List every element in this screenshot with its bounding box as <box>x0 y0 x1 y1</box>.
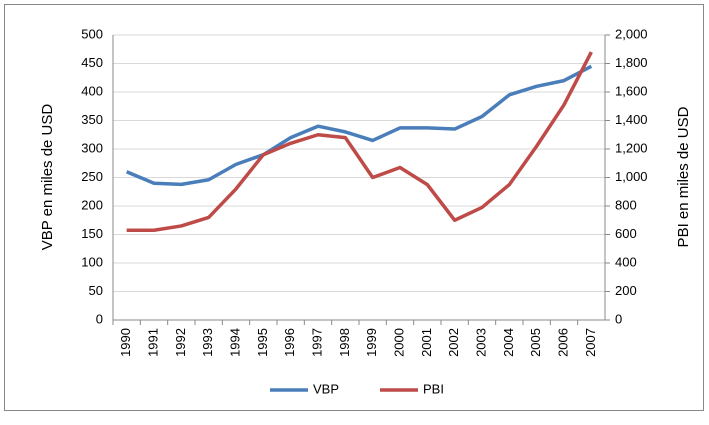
x-tick-label: 2000 <box>391 328 406 357</box>
y-tick-label: 400 <box>81 83 103 98</box>
y-axis-label: VBP en miles de USD <box>39 104 56 251</box>
x-tick-label: 1990 <box>118 328 133 357</box>
y2-tick-label: 1,200 <box>615 140 648 155</box>
x-tick-label: 1992 <box>173 328 188 357</box>
legend-label: VBP <box>313 381 339 396</box>
series-line <box>126 51 593 232</box>
x-tick-label: 2004 <box>501 328 516 357</box>
chart-border <box>4 4 704 411</box>
y-tick-label: 50 <box>89 283 103 298</box>
y2-tick-label: 1,400 <box>615 112 648 127</box>
y2-tick-label: 800 <box>615 197 637 212</box>
y2-tick-label: 1,800 <box>615 55 648 70</box>
y-tick-label: 150 <box>81 226 103 241</box>
y2-tick-label: 1,000 <box>615 169 648 184</box>
y2-tick-label: 0 <box>615 311 622 326</box>
x-tick-label: 1998 <box>337 328 352 357</box>
y-tick-label: 300 <box>81 140 103 155</box>
x-tick-label: 2001 <box>419 328 434 357</box>
y-tick-label: 200 <box>81 197 103 212</box>
x-tick-label: 2003 <box>473 328 488 357</box>
x-tick-label: 2006 <box>555 328 570 357</box>
y2-tick-label: 600 <box>615 226 637 241</box>
legend-label: PBI <box>423 381 444 396</box>
y-tick-label: 250 <box>81 169 103 184</box>
x-tick-label: 1999 <box>364 328 379 357</box>
y2-tick-label: 1,600 <box>615 83 648 98</box>
y2-tick-label: 400 <box>615 254 637 269</box>
series-line <box>125 64 593 187</box>
y2-axis-label: PBI en miles de USD <box>675 106 692 247</box>
x-tick-label: 2007 <box>583 328 598 357</box>
y-tick-label: 0 <box>96 311 103 326</box>
y-tick-label: 500 <box>81 26 103 41</box>
x-tick-label: 1996 <box>282 328 297 357</box>
x-tick-label: 1995 <box>255 328 270 357</box>
x-tick-label: 1993 <box>200 328 215 357</box>
x-tick-label: 1994 <box>227 328 242 357</box>
y-tick-label: 100 <box>81 254 103 269</box>
x-tick-label: 2002 <box>446 328 461 357</box>
y-tick-label: 450 <box>81 55 103 70</box>
y2-tick-label: 2,000 <box>615 26 648 41</box>
x-tick-label: 1997 <box>309 328 324 357</box>
y-tick-label: 350 <box>81 112 103 127</box>
x-tick-label: 1991 <box>145 328 160 357</box>
x-tick-label: 2005 <box>528 328 543 357</box>
y2-tick-label: 200 <box>615 283 637 298</box>
